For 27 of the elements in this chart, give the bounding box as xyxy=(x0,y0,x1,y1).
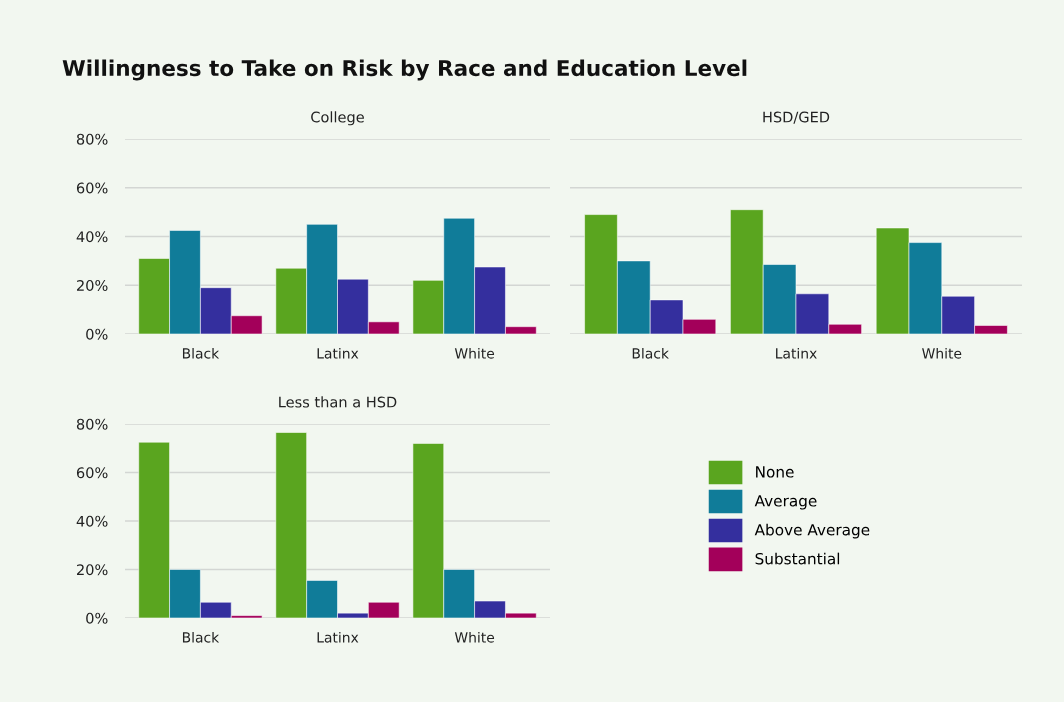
y-tick-label: 40% xyxy=(76,515,108,527)
y-tick-label: 60% xyxy=(76,182,108,194)
x-tick-label: Black xyxy=(182,631,220,643)
x-tick-label: White xyxy=(922,347,962,359)
chart-title: Less than a HSD xyxy=(279,396,397,408)
y-tick-label: 40% xyxy=(76,231,108,243)
chart-title: Willingness to Take on Risk by Race and Education Level xyxy=(62,59,747,81)
legend-label: Above Average xyxy=(754,523,870,539)
chart-title: HSD/GED xyxy=(763,111,830,124)
y-tick-label: 80% xyxy=(76,418,108,430)
x-tick-label: Black xyxy=(182,347,220,359)
x-tick-label: Latinx xyxy=(317,347,359,359)
x-tick-label: Latinx xyxy=(317,631,359,643)
y-tick-label: 0% xyxy=(86,612,108,624)
legend-label: None xyxy=(756,466,794,478)
legend-label: Average xyxy=(754,495,817,510)
y-tick-label: 20% xyxy=(76,279,108,291)
x-tick-label: Black xyxy=(632,347,669,359)
x-tick-label: White xyxy=(454,347,495,359)
y-tick-label: 60% xyxy=(76,467,108,479)
x-tick-label: White xyxy=(454,631,495,643)
legend-label: Substantial xyxy=(755,552,840,565)
y-tick-label: 20% xyxy=(76,564,108,576)
y-tick-label: 80% xyxy=(76,133,108,145)
x-tick-label: Latinx xyxy=(776,347,817,359)
y-tick-label: 0% xyxy=(86,328,108,340)
chart-subtitle: College xyxy=(311,111,364,126)
